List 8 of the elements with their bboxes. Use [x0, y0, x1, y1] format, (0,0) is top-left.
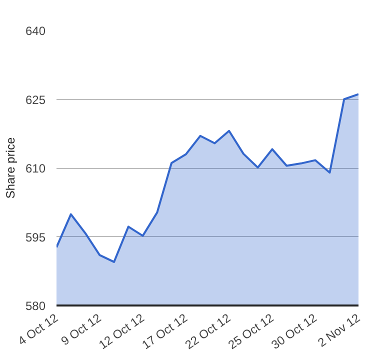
- y-tick-label: 580: [25, 299, 46, 313]
- x-tick-label: 4 Oct 12: [15, 310, 61, 348]
- y-tick-label: 595: [25, 230, 46, 244]
- y-tick-label: 610: [25, 162, 46, 176]
- y-axis-title: Share price: [3, 136, 18, 199]
- y-tick-label: 625: [25, 92, 46, 107]
- x-tick-label: 2 Nov 12: [315, 310, 363, 350]
- y-tick-label: 640: [25, 24, 46, 38]
